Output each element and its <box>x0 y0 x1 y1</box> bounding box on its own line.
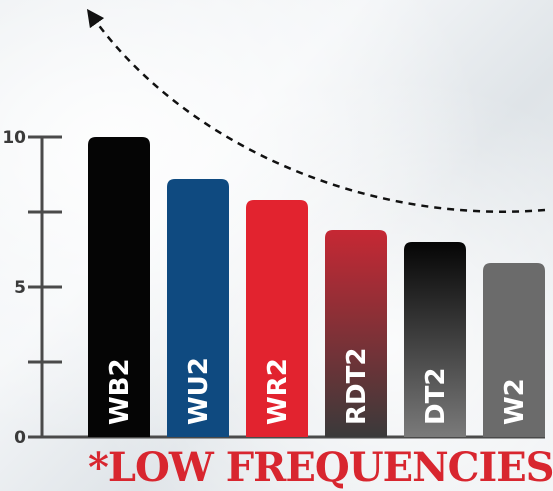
bar-w2 <box>483 263 545 437</box>
bar-wb2 <box>88 137 150 437</box>
bars-group: WB2 WU2 WR2 RDT2 DT2 W2 <box>88 137 545 437</box>
bar-label-w2: W2 <box>500 378 530 425</box>
bar-label-wb2: WB2 <box>105 358 135 425</box>
y-tick-label: 0 <box>14 428 26 448</box>
trend-arrow <box>86 8 546 213</box>
y-axis-ticks: 0 5 10 <box>2 128 62 448</box>
bar-label-wr2: WR2 <box>263 358 293 425</box>
y-tick-label: 10 <box>2 128 26 148</box>
y-tick-label: 5 <box>14 278 26 298</box>
bar-wr2 <box>246 200 308 437</box>
bar-label-dt2: DT2 <box>421 368 451 425</box>
bar-rdt2 <box>325 230 387 437</box>
bar-label-wu2: WU2 <box>184 357 214 425</box>
bar-label-rdt2: RDT2 <box>342 348 372 425</box>
bar-wu2 <box>167 179 229 437</box>
footnote: *LOW FREQUENCIES <box>88 444 553 491</box>
bar-dt2 <box>404 242 466 437</box>
